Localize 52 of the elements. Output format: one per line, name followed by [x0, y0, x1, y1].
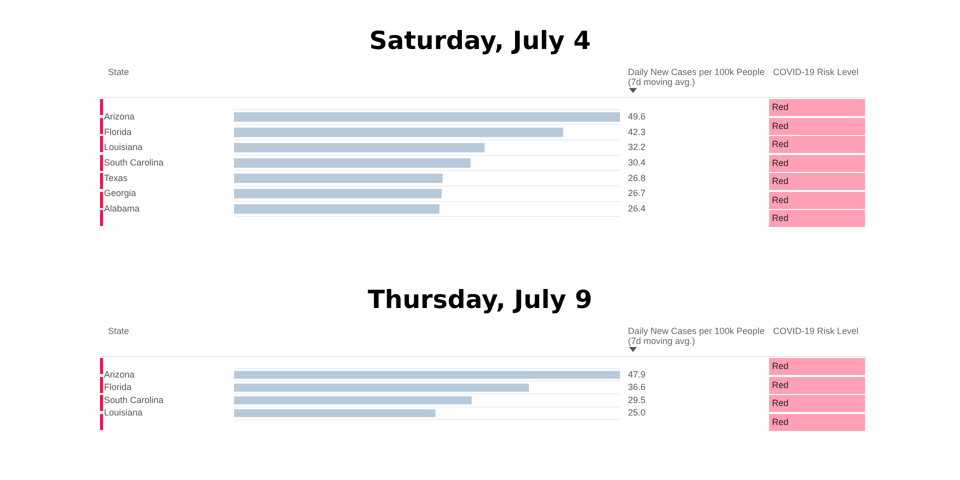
- data-label: 26.4: [628, 203, 646, 214]
- y-tick-label: South Carolina: [104, 394, 164, 405]
- y-tick-label: South Carolina: [104, 157, 164, 168]
- bar: [234, 142, 485, 152]
- text: Red: [769, 118, 865, 134]
- y-axis-title: State: [108, 326, 130, 336]
- bar: [234, 174, 443, 184]
- text: COVID-19 Risk Level: [773, 326, 859, 336]
- y-tick-label: Florida: [104, 126, 132, 137]
- text: Red: [769, 192, 865, 208]
- bar: [234, 396, 472, 404]
- bar: [234, 128, 564, 138]
- text: Red: [769, 210, 865, 227]
- y-axis-title: State: [108, 67, 130, 77]
- data-label: 42.3: [628, 126, 646, 137]
- y-tick-label: Florida: [104, 382, 132, 392]
- x-axis-title: Daily New Cases per 100k People (7d moving avg.): [628, 67, 766, 87]
- y-tick-label: Alabama: [104, 203, 140, 214]
- bar: [234, 158, 471, 168]
- bar: [234, 188, 442, 198]
- data-label: 25.0: [628, 408, 646, 418]
- data-label: 36.6: [628, 382, 646, 392]
- data-label: 47.9: [628, 369, 646, 380]
- chart-title: Saturday, July 4: [368, 26, 592, 55]
- data-label: 32.2: [628, 142, 646, 152]
- bar: [234, 384, 529, 392]
- text: Red: [769, 358, 865, 375]
- y-tick-label: Arizona: [104, 112, 135, 122]
- text: Red: [769, 376, 865, 394]
- data-label: 26.7: [628, 188, 646, 198]
- bar: [234, 204, 440, 214]
- y-tick-label: Arizona: [104, 369, 135, 380]
- text: Red: [769, 136, 865, 153]
- text: COVID-19 Risk Level: [773, 67, 859, 77]
- x-axis-title: Daily New Cases per 100k People (7d moving avg.): [628, 326, 766, 346]
- bar: [234, 112, 620, 122]
- data-label: 49.6: [628, 112, 646, 122]
- text: Red: [769, 99, 865, 116]
- y-tick-label: Louisiana: [104, 408, 143, 418]
- text: Red: [769, 173, 865, 190]
- y-tick-label: Georgia: [104, 188, 136, 198]
- text: Red: [769, 414, 865, 430]
- bar: [234, 370, 620, 379]
- chart-title: Thursday, July 9: [366, 285, 594, 314]
- data-label: 29.5: [628, 394, 646, 405]
- data-label: 30.4: [628, 157, 646, 168]
- text: Red: [769, 154, 865, 172]
- text: Red: [769, 395, 865, 412]
- data-label: 26.8: [628, 172, 646, 183]
- y-tick-label: Texas: [104, 172, 128, 183]
- bar: [234, 409, 436, 418]
- y-tick-label: Louisiana: [104, 142, 143, 152]
